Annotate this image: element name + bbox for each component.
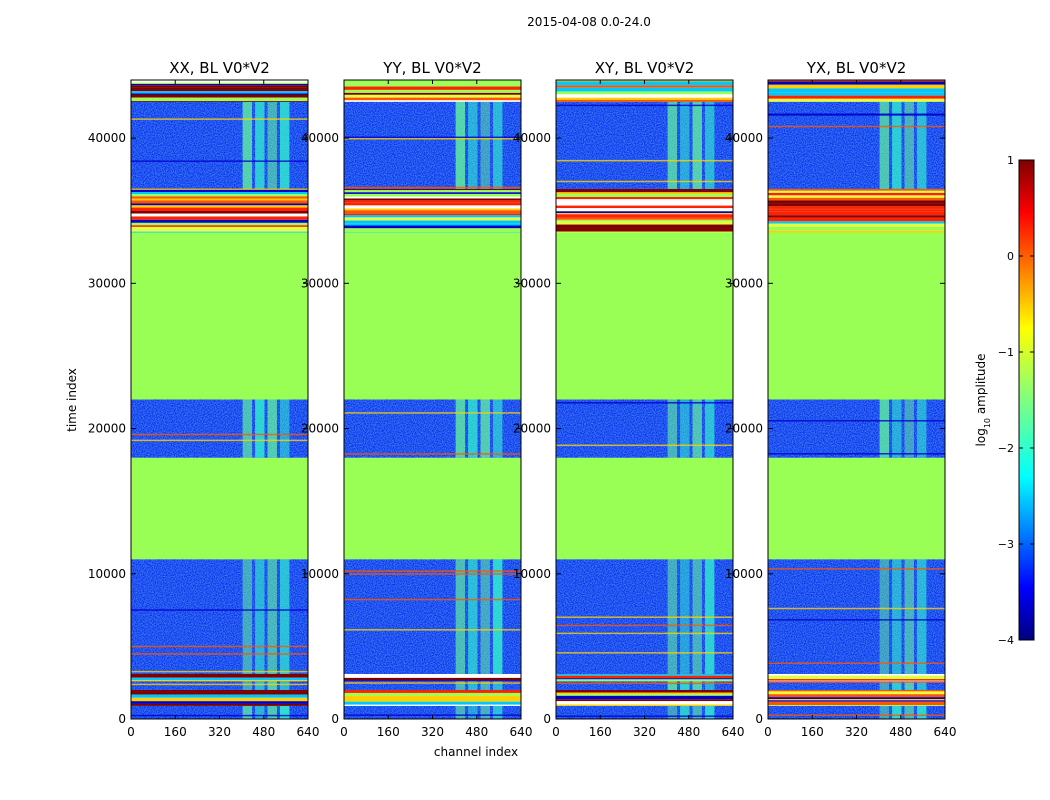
x-tick-label: 160 bbox=[377, 725, 400, 739]
y-tick-label: 30000 bbox=[513, 276, 551, 290]
figure-title: 2015-04-08 0.0-24.0 bbox=[527, 15, 651, 29]
y-tick-label: 40000 bbox=[725, 131, 763, 145]
y-tick-label: 20000 bbox=[88, 422, 126, 436]
x-tick-label: 160 bbox=[801, 725, 824, 739]
x-tick-label: 640 bbox=[510, 725, 533, 739]
x-tick-label: 480 bbox=[252, 725, 275, 739]
colorbar-tick-label: −1 bbox=[998, 346, 1014, 359]
heatmap-image bbox=[131, 80, 308, 719]
colorbar-ticks: 1 0 −1 −2 −3 −4 bbox=[998, 154, 1034, 647]
heatmap-image bbox=[768, 80, 945, 719]
flat-segment bbox=[556, 457, 733, 560]
y-tick-label: 20000 bbox=[301, 422, 339, 436]
panel-title: XX, BL V0*V2 bbox=[169, 59, 270, 77]
y-tick-label: 10000 bbox=[88, 567, 126, 581]
y-tick-label: 10000 bbox=[513, 567, 551, 581]
flat-segment bbox=[556, 232, 733, 400]
flat-segment bbox=[344, 232, 521, 400]
y-tick-label: 0 bbox=[755, 712, 763, 726]
colorbar-gradient bbox=[1018, 159, 1035, 641]
panels: XX, BL V0*V2 0 160 320 480 640 0 10000 20000 3000… bbox=[88, 59, 957, 739]
y-tick-label: 40000 bbox=[513, 131, 551, 145]
y-tick-label: 0 bbox=[543, 712, 551, 726]
y-tick-label: 30000 bbox=[301, 276, 339, 290]
x-tick-label: 480 bbox=[889, 725, 912, 739]
flat-segment bbox=[768, 232, 945, 400]
y-tick-label: 0 bbox=[331, 712, 339, 726]
y-axis-label: time index bbox=[65, 368, 79, 432]
x-tick-label: 480 bbox=[465, 725, 488, 739]
y-tick-label: 20000 bbox=[513, 422, 551, 436]
heatmap-image bbox=[344, 80, 521, 719]
heatmap-image bbox=[556, 80, 733, 719]
y-tick-label: 40000 bbox=[301, 131, 339, 145]
colorbar-tick-label: −3 bbox=[998, 538, 1014, 551]
heatmap-panel: YX, BL V0*V2 0 160 320 480 640 0 10000 20000 3000… bbox=[725, 59, 957, 739]
colorbar-tick-label: −4 bbox=[998, 634, 1014, 647]
colorbar-tick-label: 0 bbox=[1007, 250, 1014, 263]
flat-segment bbox=[131, 457, 308, 560]
colorbar: 1 0 −1 −2 −3 −4 log10 amplitude bbox=[974, 154, 1035, 647]
flat-segment bbox=[768, 457, 945, 560]
x-tick-label: 640 bbox=[297, 725, 320, 739]
x-tick-label: 0 bbox=[764, 725, 772, 739]
heatmap-panel: XY, BL V0*V2 0 160 320 480 640 0 10000 20000 3000… bbox=[513, 59, 745, 739]
colorbar-label: log10 amplitude bbox=[974, 354, 992, 447]
x-tick-label: 480 bbox=[677, 725, 700, 739]
x-tick-label: 640 bbox=[722, 725, 745, 739]
y-tick-label: 20000 bbox=[725, 422, 763, 436]
panel-title: XY, BL V0*V2 bbox=[595, 59, 695, 77]
y-tick-label: 0 bbox=[118, 712, 126, 726]
x-tick-label: 160 bbox=[164, 725, 187, 739]
x-tick-label: 0 bbox=[552, 725, 560, 739]
x-tick-label: 0 bbox=[340, 725, 348, 739]
x-tick-label: 160 bbox=[589, 725, 612, 739]
x-axis-label: channel index bbox=[434, 745, 518, 759]
x-tick-label: 320 bbox=[633, 725, 656, 739]
x-tick-label: 640 bbox=[934, 725, 957, 739]
flat-segment bbox=[131, 232, 308, 400]
heatmap-panel: XX, BL V0*V2 0 160 320 480 640 0 10000 20000 3000… bbox=[88, 59, 320, 739]
x-tick-label: 320 bbox=[845, 725, 868, 739]
y-tick-label: 10000 bbox=[725, 567, 763, 581]
y-tick-label: 10000 bbox=[301, 567, 339, 581]
colorbar-tick-label: −2 bbox=[998, 442, 1014, 455]
x-tick-label: 320 bbox=[421, 725, 444, 739]
flat-segment bbox=[344, 457, 521, 560]
x-tick-label: 320 bbox=[208, 725, 231, 739]
panel-title: YX, BL V0*V2 bbox=[806, 59, 907, 77]
panel-title: YY, BL V0*V2 bbox=[382, 59, 481, 77]
heatmap-panel: YY, BL V0*V2 0 160 320 480 640 0 10000 20000 3000… bbox=[301, 59, 533, 739]
y-tick-label: 30000 bbox=[88, 276, 126, 290]
y-tick-label: 30000 bbox=[725, 276, 763, 290]
x-tick-label: 0 bbox=[127, 725, 135, 739]
y-tick-label: 40000 bbox=[88, 131, 126, 145]
colorbar-tick-label: 1 bbox=[1007, 154, 1014, 167]
